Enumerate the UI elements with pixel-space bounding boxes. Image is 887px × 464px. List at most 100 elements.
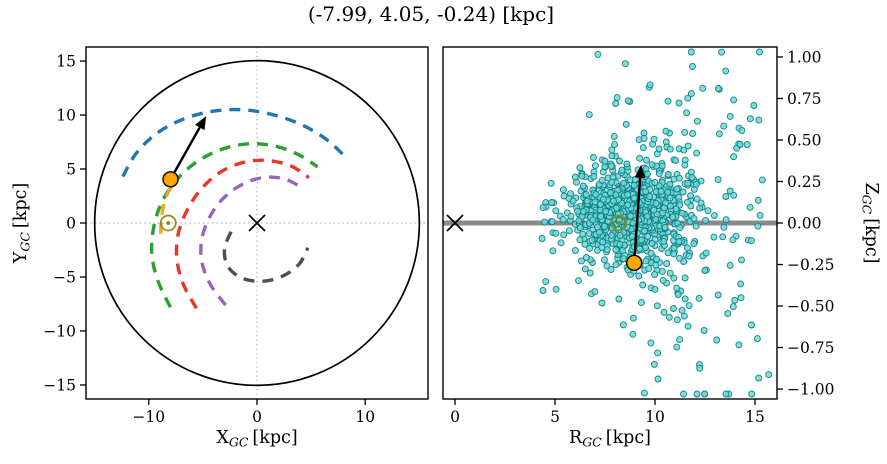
star-point <box>726 261 734 269</box>
y-tick-label: 1.00 <box>787 48 822 66</box>
star-point <box>636 245 644 253</box>
star-point <box>654 375 662 383</box>
star-point <box>660 308 668 316</box>
galactic-center-marker <box>248 214 266 232</box>
star-point <box>714 291 722 299</box>
y-tick-label: −0.75 <box>787 339 835 357</box>
star-point <box>608 231 616 239</box>
star-point <box>670 305 677 312</box>
star-point <box>743 141 751 148</box>
star-point <box>746 203 754 211</box>
star-point <box>598 176 606 184</box>
star-point <box>666 269 674 277</box>
star-point <box>574 207 582 215</box>
star-point <box>552 229 560 237</box>
star-point <box>665 313 673 321</box>
star-point <box>754 196 762 204</box>
star-point <box>582 191 590 198</box>
y-tick-label: 0 <box>66 215 76 233</box>
star-point <box>603 262 611 270</box>
star-point <box>664 97 672 105</box>
star-point <box>684 322 692 330</box>
star-point <box>676 254 683 262</box>
star-point <box>548 199 556 206</box>
star-point <box>618 166 626 174</box>
star-point <box>701 267 709 274</box>
star-point <box>670 175 678 183</box>
star-point <box>640 389 648 397</box>
star-point <box>675 238 683 246</box>
star-point <box>549 247 557 255</box>
star-point <box>679 188 687 196</box>
star-point <box>673 316 681 324</box>
star-point <box>675 193 683 201</box>
star-point <box>590 154 597 161</box>
star-point <box>638 236 646 244</box>
star-point <box>737 294 745 302</box>
star-point <box>607 162 615 170</box>
star-point <box>747 237 755 245</box>
star-point <box>642 244 649 252</box>
star-point <box>688 174 696 181</box>
star-point <box>594 50 602 58</box>
star-point <box>599 238 607 246</box>
star-point <box>552 285 560 293</box>
y-tick-label: −15 <box>43 376 76 394</box>
sun-marker-dot <box>617 221 621 225</box>
star-point <box>538 235 546 242</box>
star-point <box>650 206 658 214</box>
star-point <box>539 287 547 294</box>
star-point <box>596 228 603 236</box>
star-point <box>658 162 666 170</box>
star-point <box>756 211 764 219</box>
star-point <box>578 172 586 180</box>
star-point <box>684 198 691 206</box>
star-point <box>726 112 734 120</box>
star-point <box>650 135 658 143</box>
star-point <box>737 280 745 288</box>
star-point <box>672 205 680 213</box>
star-point <box>731 296 739 304</box>
star-point <box>687 192 694 200</box>
star-point <box>655 145 663 153</box>
star-point <box>738 127 746 135</box>
star-point <box>690 240 698 248</box>
star-point <box>687 90 695 98</box>
star-point <box>591 288 599 296</box>
star-point <box>660 237 668 245</box>
star-point <box>645 265 653 273</box>
blue-arm <box>121 107 345 178</box>
star-point <box>640 227 648 235</box>
star-point <box>578 257 585 265</box>
star-point <box>542 278 550 286</box>
star-point <box>714 176 722 184</box>
star-point <box>695 294 703 302</box>
star-point <box>661 224 669 231</box>
star-point <box>719 233 727 241</box>
y-tick-label: −5 <box>53 268 76 286</box>
rz-plot-content <box>443 48 777 398</box>
y-tick-label: 0.00 <box>787 215 822 233</box>
star-point <box>637 299 645 307</box>
star-point <box>596 206 604 214</box>
star-point <box>639 144 647 152</box>
star-point <box>700 327 708 334</box>
star-point <box>619 321 627 329</box>
star-point <box>599 168 607 176</box>
star-point <box>729 236 737 244</box>
star-point <box>755 374 763 382</box>
star-point <box>680 312 688 320</box>
star-point <box>628 232 636 240</box>
x-tick-label: 5 <box>550 408 560 426</box>
star-point <box>666 194 674 202</box>
galaxy-boundary-circle <box>93 59 421 387</box>
star-point <box>722 67 730 75</box>
star-point <box>664 188 672 196</box>
star-point <box>629 314 637 322</box>
star-point <box>624 191 632 199</box>
star-point <box>680 390 687 398</box>
star-point <box>699 84 707 92</box>
star-point <box>663 260 671 268</box>
star-point <box>754 222 762 230</box>
x-tick-label: 10 <box>645 408 665 426</box>
